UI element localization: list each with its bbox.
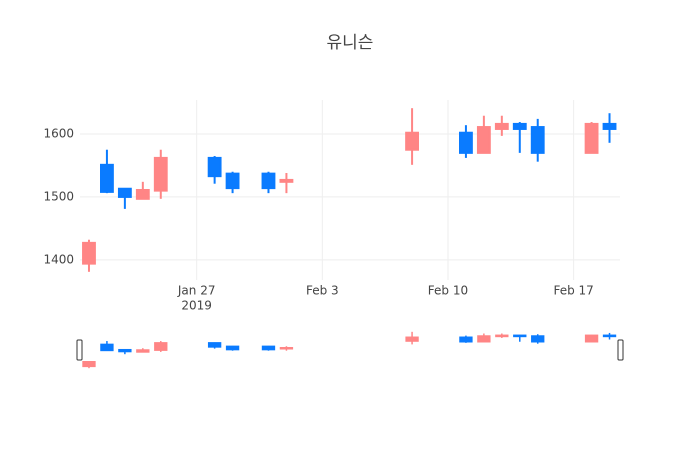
candle-body [100,163,114,193]
x-tick-label: Jan 27 [177,284,216,298]
candle-body [602,334,617,338]
candle-body [495,334,509,338]
y-tick-label: 1500 [43,189,74,203]
candle-body [82,241,96,265]
y-tick-label: 1400 [43,252,74,266]
candle-body [117,187,132,198]
range-slider-handle-left[interactable] [76,339,83,361]
candle-body [82,360,96,368]
range-slider-marks [82,331,617,369]
candle-body [531,335,545,343]
candle-body [153,156,168,192]
range-slider-handle-right[interactable] [617,339,624,361]
candle-body [512,122,527,130]
x-tick-label: Feb 3 [306,284,339,298]
candle-body [530,126,545,154]
plot-area [82,108,617,272]
candle-body [405,131,420,151]
candle-body [477,335,491,343]
candle-body [584,334,599,343]
candle-body [584,122,599,154]
candle-body [261,172,276,190]
candle-body [225,172,240,190]
range-slider[interactable] [80,330,620,370]
x-tick-label: Feb 17 [553,284,593,298]
candle-body [207,156,222,178]
candle-body [100,343,114,352]
x-tick-year: 2019 [181,299,212,313]
candle-body [459,336,473,343]
y-tick-label: 1600 [43,126,74,140]
candle-body [602,122,617,130]
chart-title: 유니슨 [327,33,374,53]
candle-body [261,345,276,351]
candle-body [513,334,527,338]
candle-body [476,126,491,154]
candle-body [225,345,240,351]
candle-body [135,189,150,200]
x-tick-label: Feb 10 [428,284,468,298]
candle-body [459,131,473,154]
candle-body [154,342,168,351]
candle-body [494,122,509,130]
grid [80,100,620,280]
candle-body [279,178,294,183]
candle-body [207,342,222,348]
candle-body [136,349,150,353]
candle-body [118,348,132,353]
candle-body [405,336,419,342]
candle-body [279,347,294,350]
